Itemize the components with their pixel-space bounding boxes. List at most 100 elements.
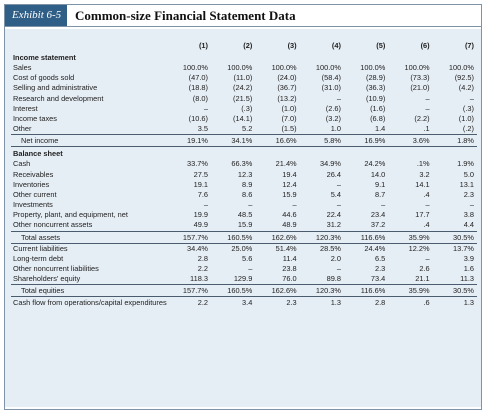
cell-value: – bbox=[336, 200, 341, 210]
total-row: Total equities 157.7% 160.5% 162.6% 120.3% 11… bbox=[11, 284, 477, 298]
cell-value: 31.2 bbox=[299, 220, 344, 232]
table-row: Shareholders' equity 118.3 129.9 76.0 89.8 73… bbox=[11, 273, 477, 286]
table-row: Cost of goods sold (47.0) (11.0) (24.0) (58.… bbox=[11, 73, 477, 83]
row-label: Total equities bbox=[11, 284, 167, 298]
cell-value: 28.5% bbox=[320, 243, 341, 253]
table-row: Property, plant, and equipment, net 19.9 4… bbox=[11, 210, 477, 220]
cell-value: 34.1% bbox=[210, 134, 256, 148]
cell-value: 2.8 bbox=[375, 298, 386, 308]
cell-value: (3.2) bbox=[325, 113, 341, 123]
row-label: Other current bbox=[13, 189, 57, 199]
cell-value: 12.2% bbox=[408, 243, 430, 253]
table-row: Other 3.5 5.2 (1.5) 1.0 1.4.1 (.2) bbox=[11, 124, 477, 136]
row-label: Interest bbox=[13, 103, 38, 113]
cell-value: 100.0% bbox=[360, 63, 386, 73]
cell-value: 8.6 bbox=[242, 189, 253, 199]
cell-value: – bbox=[248, 263, 253, 273]
cell-value: (14.1) bbox=[233, 113, 253, 123]
cell-value: 3.5 bbox=[166, 124, 211, 136]
column-header: (6) bbox=[420, 40, 430, 50]
cell-value: 73.4 bbox=[343, 273, 389, 286]
cell-value: 11.4 bbox=[282, 253, 297, 263]
cell-value: 129.9 bbox=[210, 273, 256, 286]
cell-value: – bbox=[425, 200, 430, 210]
cell-value: 25.0% bbox=[231, 243, 253, 253]
row-label: Current liabilities bbox=[13, 243, 68, 253]
cell-value: 19.9 bbox=[193, 210, 208, 220]
cell-value: 116.6% bbox=[343, 284, 389, 298]
cell-value: 160.5% bbox=[210, 231, 256, 244]
financial-table: (1) (2) (3) (4) (5) (6) (7) Income state… bbox=[11, 39, 477, 308]
cell-value: (1.5) bbox=[255, 124, 300, 136]
total-row: Net income 19.1% 34.1% 16.6% 5.8% 16.9% 3.6% 1.… bbox=[11, 134, 477, 148]
cell-value: (1.6) bbox=[370, 103, 386, 113]
cell-value: 3.6% bbox=[388, 134, 433, 148]
cell-value: – bbox=[336, 93, 341, 103]
row-label: Research and development bbox=[13, 93, 104, 103]
cell-value: – bbox=[336, 263, 341, 273]
cell-value: 16.6% bbox=[255, 134, 300, 148]
cell-value: 49.9 bbox=[166, 220, 211, 232]
cell-value: (2.6) bbox=[325, 103, 341, 113]
column-header: (1) bbox=[198, 40, 208, 50]
column-header: (4) bbox=[331, 40, 341, 50]
cell-value: 51.4% bbox=[275, 243, 297, 253]
cell-value: 66.3% bbox=[231, 159, 253, 169]
row-label: Balance sheet bbox=[13, 149, 63, 159]
cell-value: – bbox=[425, 103, 430, 113]
cell-value: – bbox=[469, 200, 474, 210]
cell-value: 14.1 bbox=[415, 179, 430, 189]
table-row: Current liabilities 34.4% 25.0% 51.4% 28.5% 2… bbox=[11, 243, 477, 254]
cell-value: (10.6) bbox=[188, 113, 208, 123]
cell-value: 15.9 bbox=[282, 189, 297, 199]
section-heading: Income statement bbox=[11, 51, 477, 63]
cell-value: 13.1 bbox=[459, 179, 474, 189]
cell-value: (1.0) bbox=[458, 113, 474, 123]
cell-value: 118.3 bbox=[166, 273, 211, 286]
cell-value: 19.1 bbox=[193, 179, 208, 189]
cell-value: 120.3% bbox=[299, 231, 344, 244]
cell-value: 162.6% bbox=[255, 231, 300, 244]
cell-value: (2.2) bbox=[414, 113, 430, 123]
cell-value: 160.5% bbox=[210, 284, 256, 298]
cell-value: 1.0 bbox=[299, 124, 344, 136]
cell-value: 100.0% bbox=[227, 63, 253, 73]
cell-value: (1.0) bbox=[281, 103, 297, 113]
row-label: Sales bbox=[13, 63, 32, 73]
cell-value: 100.0% bbox=[182, 63, 208, 73]
cell-value: 35.9% bbox=[388, 284, 433, 298]
cell-value: 9.1 bbox=[375, 179, 386, 189]
table-row: Research and development (8.0) (21.5) (13.2… bbox=[11, 94, 477, 104]
cell-value: 2.2 bbox=[197, 298, 208, 308]
cell-value: – bbox=[292, 200, 297, 210]
cell-value: 3.8 bbox=[463, 210, 474, 220]
cell-value: 1.3 bbox=[463, 298, 474, 308]
cell-value: 2.0 bbox=[330, 253, 341, 263]
table-row: Other noncurrent assets 49.9 15.9 48.9 31.2 3… bbox=[11, 220, 477, 232]
cell-value: 12.4 bbox=[282, 179, 297, 189]
cell-value: 22.4 bbox=[326, 210, 341, 220]
cell-value: (36.7) bbox=[277, 83, 297, 93]
cash-flow-row: Cash flow from operations/capital expend… bbox=[11, 297, 477, 309]
cell-value: .1 bbox=[388, 124, 433, 136]
column-header: (5) bbox=[376, 40, 386, 50]
cell-value: .4 bbox=[388, 220, 433, 232]
cell-value: 8.7 bbox=[375, 189, 386, 199]
cell-value: 157.7% bbox=[166, 284, 211, 298]
cell-value: (7.0) bbox=[281, 113, 297, 123]
cell-value: (28.9) bbox=[365, 73, 386, 83]
cell-value: 2.3 bbox=[375, 263, 386, 273]
cell-value: (4.2) bbox=[458, 83, 474, 93]
cell-value: (18.8) bbox=[188, 83, 208, 93]
cell-value: 34.9% bbox=[320, 159, 341, 169]
cell-value: 19.4 bbox=[282, 169, 297, 179]
cell-value: 6.5 bbox=[375, 253, 386, 263]
row-label: Selling and administrative bbox=[13, 83, 98, 93]
cell-value: (21.0) bbox=[410, 83, 430, 93]
cell-value: 5.4 bbox=[330, 189, 341, 199]
cell-value: – bbox=[381, 200, 386, 210]
table-row: Cash 33.7% 66.3% 21.4% 34.9% 24.2% .1% 1.9% bbox=[11, 159, 477, 169]
cell-value: .6 bbox=[423, 298, 430, 308]
row-label: Income taxes bbox=[13, 113, 57, 123]
cell-value: .1% bbox=[416, 159, 430, 169]
